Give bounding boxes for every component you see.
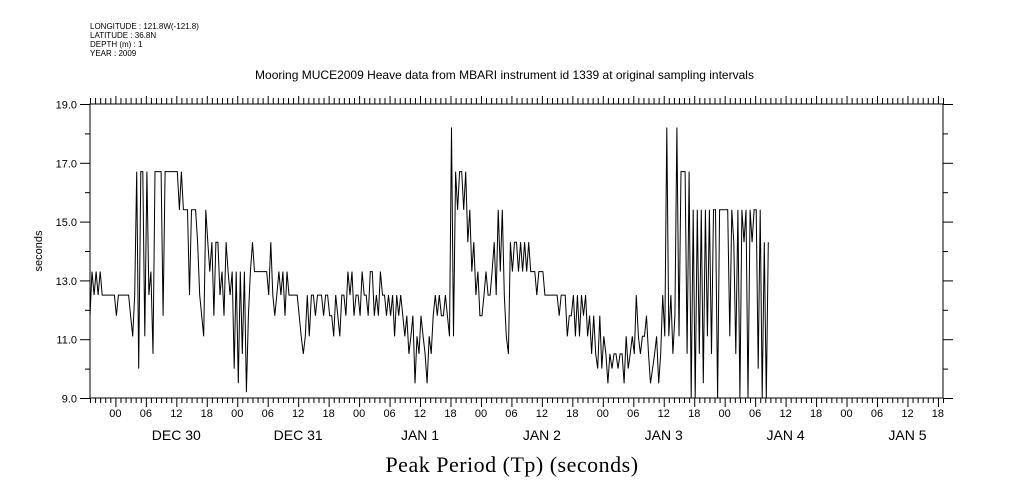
latitude-text: LATITUDE : 36.8N [90,31,157,40]
x-day-label: JAN 1 [401,427,439,443]
longitude-text: LONGITUDE : 121.8W(-121.8) [90,22,199,31]
x-tick-label: 18 [444,408,456,420]
y-tick-label: 19.0 [56,100,77,112]
y-axis-label: seconds [33,230,45,271]
x-tick-label: 18 [688,408,700,420]
y-tick-label: 15.0 [56,217,77,229]
x-tick-label: 06 [749,408,761,420]
x-tick-label: 12 [658,408,670,420]
x-tick-label: 00 [109,408,121,420]
x-tick-label: 06 [627,408,639,420]
x-tick-label: 18 [566,408,578,420]
x-tick-label: 06 [505,408,517,420]
x-tick-label: 06 [140,408,152,420]
x-day-label: JAN 3 [645,427,683,443]
chart-title: Mooring MUCE2009 Heave data from MBARI i… [255,68,754,82]
depth-text: DEPTH (m) : 1 [90,40,143,49]
x-tick-label: 00 [840,408,852,420]
x-tick-label: 06 [262,408,274,420]
x-tick-label: 00 [353,408,365,420]
station-info: LONGITUDE : 121.8W(-121.8) LATITUDE : 36… [90,22,199,58]
x-tick-label: 06 [871,408,883,420]
x-tick-label: 12 [779,408,791,420]
y-tick-label: 9.0 [62,394,77,406]
y-tick-label: 17.0 [56,158,77,170]
series-line [89,127,769,399]
x-day-label: JAN 4 [767,427,805,443]
x-tick-label: 18 [323,408,335,420]
x-tick-label: 12 [414,408,426,420]
x-day-label: DEC 30 [152,427,201,443]
x-tick-label: 18 [932,408,944,420]
x-tick-label: 12 [536,408,548,420]
x-tick-label: 18 [201,408,213,420]
year-text: YEAR : 2009 [90,49,137,58]
x-tick-label: 18 [810,408,822,420]
x-tick-label: 12 [292,408,304,420]
x-day-label: JAN 2 [523,427,561,443]
x-day-label: DEC 31 [274,427,323,443]
x-tick-label: 06 [383,408,395,420]
y-tick-label: 13.0 [56,276,77,288]
x-tick-label: 00 [597,408,609,420]
x-axis-label: Peak Period (Tp) (seconds) [385,452,639,477]
x-tick-label: 12 [170,408,182,420]
x-tick-label: 00 [231,408,243,420]
x-day-label: JAN 5 [888,427,926,443]
x-tick-label: 00 [719,408,731,420]
y-tick-label: 11.0 [56,335,77,347]
x-tick-label: 12 [901,408,913,420]
x-tick-label: 00 [475,408,487,420]
